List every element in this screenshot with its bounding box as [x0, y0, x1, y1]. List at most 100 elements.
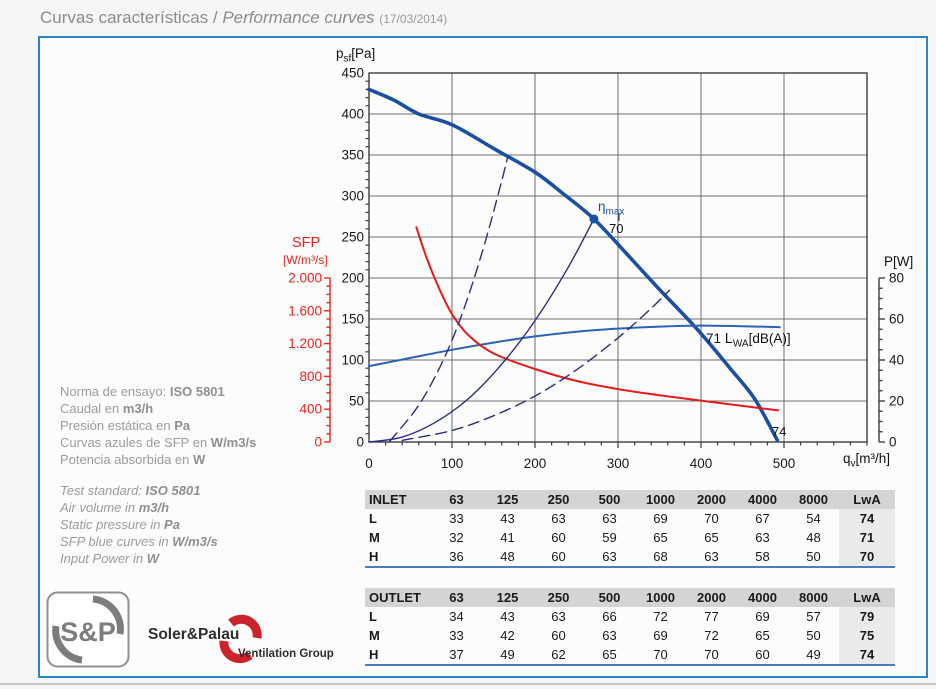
- band-header: 4000: [737, 490, 788, 509]
- band-value: 32: [449, 530, 464, 545]
- svg-text:50: 50: [349, 394, 364, 409]
- band-value: 42: [500, 628, 515, 643]
- band-value: 54: [806, 511, 821, 526]
- table-title: OUTLET: [365, 588, 431, 607]
- band-value: 63: [755, 530, 770, 545]
- series-fan-pressure-curve: [367, 87, 780, 443]
- band-value: 65: [653, 530, 668, 545]
- band-header: 500: [584, 588, 635, 607]
- sp-logo: S&P: [46, 591, 130, 668]
- band-value: 69: [755, 609, 770, 624]
- band-value: 37: [449, 647, 464, 662]
- brand-name: Soler&Palau: [148, 626, 239, 643]
- info-line: Potencia absorbida en W: [60, 452, 206, 467]
- band-value: 34: [449, 609, 464, 624]
- band-value: 36: [449, 549, 464, 564]
- svg-text:400: 400: [690, 456, 713, 471]
- svg-text:40: 40: [889, 353, 904, 368]
- svg-text:400: 400: [341, 107, 364, 122]
- flow-axis-title: qv[m³/h]: [843, 451, 891, 470]
- info-line: Test standard: ISO 5801: [60, 483, 201, 498]
- noise-level-label: 71 LWA[dB(A)]: [706, 331, 791, 350]
- title-english: Performance curves: [222, 8, 375, 27]
- band-value: 72: [653, 609, 668, 624]
- brand-group: Ventilation Group: [238, 648, 334, 660]
- band-value: 41: [500, 530, 515, 545]
- band-value: 60: [551, 530, 566, 545]
- series-sfp-curve: [415, 226, 780, 412]
- series-system-curve-dashed-shallow: [401, 289, 671, 442]
- svg-text:0: 0: [365, 456, 373, 471]
- band-value: 60: [551, 628, 566, 643]
- svg-text:100: 100: [441, 456, 464, 471]
- logo-frame: [46, 591, 130, 668]
- info-line: Static pressure in Pa: [60, 517, 180, 532]
- speed-label: L: [369, 511, 377, 526]
- band-header: 125: [482, 588, 533, 607]
- lwa-value: 74: [839, 645, 895, 665]
- power-axis-title: P[W]: [884, 254, 914, 269]
- band-header: 8000: [788, 588, 839, 607]
- band-value: 69: [653, 628, 668, 643]
- test-info-english: Test standard: ISO 5801 Air volume in m3/…: [60, 482, 350, 567]
- info-line: Caudal en m3/h: [60, 401, 154, 416]
- band-value: 66: [602, 609, 617, 624]
- info-line: Presión estática en Pa: [60, 418, 191, 433]
- band-value: 33: [449, 511, 464, 526]
- lwa-value: 79: [839, 607, 895, 626]
- band-value: 63: [602, 511, 617, 526]
- band-value: 48: [806, 530, 821, 545]
- inlet-noise-table: INLET 63 125 250 500 1000 2000 4000 8000 LwA L 33 43…: [365, 490, 895, 568]
- svg-text:0: 0: [314, 435, 322, 450]
- speed-label: M: [369, 628, 380, 643]
- band-value: 68: [653, 549, 668, 564]
- table-title: INLET: [365, 490, 431, 509]
- svg-text:1.200: 1.200: [288, 336, 322, 351]
- page-title: Curvas características / Performance cur…: [40, 8, 447, 28]
- table-header-row: INLET 63 125 250 500 1000 2000 4000 8000 LwA: [365, 490, 895, 509]
- band-value: 72: [704, 628, 719, 643]
- band-value: 70: [653, 647, 668, 662]
- speed-label: M: [369, 530, 380, 545]
- svg-text:150: 150: [341, 312, 364, 327]
- band-header: 8000: [788, 490, 839, 509]
- lwa-value: 71: [839, 528, 895, 547]
- band-value: 33: [449, 628, 464, 643]
- band-value: 43: [500, 511, 515, 526]
- band-header: 2000: [686, 588, 737, 607]
- band-header: 63: [431, 490, 482, 509]
- table-row: M 33 42 60 63 69 72 65 50 75: [365, 626, 895, 645]
- band-value: 60: [755, 647, 770, 662]
- band-value: 59: [602, 530, 617, 545]
- speed-label: H: [369, 647, 379, 662]
- band-value: 58: [755, 549, 770, 564]
- lwa-value: 74: [839, 509, 895, 528]
- sfp-axis-unit: [W/m³/s]: [283, 253, 328, 267]
- band-value: 49: [500, 647, 515, 662]
- sfp-axis-title: SFP: [292, 235, 321, 251]
- table-row: H 36 48 60 63 68 63 58 50 70: [365, 547, 895, 567]
- x-axis-labels: 0 100 200 300 400 500: [365, 456, 795, 471]
- svg-text:450: 450: [341, 66, 364, 81]
- series-system-curve-dashed-steep: [389, 156, 509, 442]
- title-separator: /: [208, 8, 223, 27]
- bottom-divider: [0, 683, 936, 685]
- band-value: 57: [806, 609, 821, 624]
- band-value: 50: [806, 549, 821, 564]
- svg-text:0: 0: [889, 435, 897, 450]
- title-spanish: Curvas características: [40, 8, 209, 27]
- band-header: 63: [431, 588, 482, 607]
- svg-text:300: 300: [341, 189, 364, 204]
- svg-text:400: 400: [299, 402, 322, 417]
- band-value: 63: [704, 549, 719, 564]
- logo-sp-text: S&P: [60, 617, 116, 647]
- power-axis: 0 20 40 60 80: [878, 271, 904, 450]
- band-header: 125: [482, 490, 533, 509]
- svg-text:200: 200: [524, 456, 547, 471]
- band-header: 1000: [635, 490, 686, 509]
- logo-arc-top: [92, 595, 124, 635]
- band-header: 250: [533, 588, 584, 607]
- svg-text:250: 250: [341, 230, 364, 245]
